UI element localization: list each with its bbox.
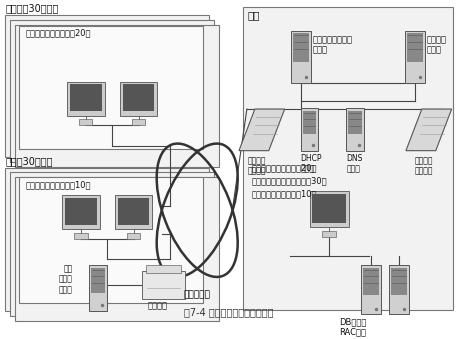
Bar: [346, 108, 364, 151]
Bar: [91, 268, 105, 293]
Text: 倉庫用クライアント：10台: 倉庫用クライアント：10台: [25, 180, 91, 189]
Text: 図7-4 システム構成図の概略図: 図7-4 システム構成図の概略図: [184, 307, 274, 317]
Text: 専用通信網: 専用通信網: [184, 291, 211, 300]
Bar: [322, 231, 336, 237]
Text: ファイア
ウォール: ファイア ウォール: [415, 156, 433, 176]
Text: DNS
サーバ: DNS サーバ: [346, 154, 363, 173]
Bar: [348, 111, 362, 134]
Bar: [6, 168, 209, 312]
Bar: [389, 265, 409, 314]
Bar: [11, 173, 214, 316]
Text: 帳票
印刷用
サーバ: 帳票 印刷用 サーバ: [59, 264, 73, 294]
Bar: [115, 195, 152, 229]
Bar: [146, 265, 181, 273]
Text: アプリケーション
サーバ: アプリケーション サーバ: [313, 35, 353, 55]
Bar: [309, 191, 349, 227]
Bar: [6, 15, 209, 157]
Text: 営業所（30店舗）: 営業所（30店舗）: [6, 3, 59, 14]
Bar: [74, 233, 88, 239]
Bar: [302, 111, 316, 134]
Text: DHCP
サーバ: DHCP サーバ: [301, 154, 322, 173]
Bar: [293, 33, 308, 62]
Bar: [123, 84, 155, 112]
Bar: [65, 198, 97, 225]
Bar: [11, 20, 214, 162]
Bar: [407, 33, 423, 62]
Text: DBサーバ
RAC構成: DBサーバ RAC構成: [339, 317, 367, 337]
Text: 運用管理
サーバ: 運用管理 サーバ: [427, 35, 447, 55]
Bar: [62, 195, 100, 229]
Bar: [127, 233, 140, 239]
Bar: [79, 119, 92, 125]
Text: 倉庫（30箇所）: 倉庫（30箇所）: [6, 156, 53, 166]
Text: ファイア
ウォール: ファイア ウォール: [248, 156, 266, 176]
Bar: [19, 26, 203, 149]
Bar: [391, 268, 407, 295]
Text: 本社: 本社: [248, 10, 260, 20]
Bar: [15, 177, 219, 321]
Bar: [363, 268, 379, 295]
Bar: [301, 108, 319, 151]
Bar: [243, 7, 453, 310]
Bar: [19, 177, 203, 303]
Text: 営業用クライアント：20台: 営業用クライアント：20台: [25, 28, 91, 38]
Bar: [141, 271, 185, 299]
Bar: [67, 82, 105, 116]
Bar: [118, 198, 150, 225]
Polygon shape: [239, 109, 285, 151]
Bar: [120, 82, 157, 116]
Polygon shape: [406, 109, 452, 151]
Text: 経理用クライアント：20台
調達部門用クライアント：30台
分析用クライアント：10台: 経理用クライアント：20台 調達部門用クライアント：30台 分析用クライアント：…: [252, 163, 327, 198]
Bar: [313, 194, 346, 223]
Text: プリンタ: プリンタ: [147, 301, 168, 310]
Bar: [132, 119, 145, 125]
Bar: [15, 25, 219, 167]
Bar: [361, 265, 381, 314]
Bar: [70, 84, 102, 112]
Bar: [291, 31, 310, 83]
Bar: [89, 265, 107, 311]
Bar: [405, 31, 425, 83]
